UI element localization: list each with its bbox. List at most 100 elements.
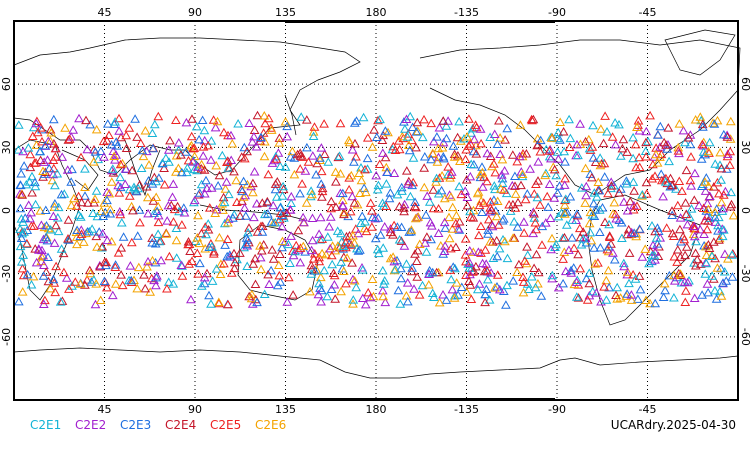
coastlines: [13, 29, 741, 379]
observation-marker: [517, 171, 528, 181]
observation-marker: [365, 198, 376, 207]
observation-marker: [529, 189, 540, 198]
observation-marker: [246, 293, 257, 303]
observation-marker: [573, 150, 583, 160]
observation-marker: [564, 245, 574, 254]
observation-marker: [356, 218, 366, 227]
observation-marker: [441, 295, 452, 304]
observation-marker: [50, 152, 61, 161]
observation-marker: [669, 276, 680, 285]
observation-marker: [477, 258, 488, 268]
observation-marker: [51, 261, 61, 271]
observation-marker: [707, 271, 717, 280]
observation-marker: [115, 159, 126, 169]
observation-marker: [199, 188, 210, 198]
observation-marker: [685, 175, 696, 185]
observation-marker: [380, 152, 391, 162]
observation-marker: [713, 226, 723, 235]
observation-marker: [98, 211, 109, 220]
observation-marker: [227, 138, 238, 148]
observation-marker: [260, 136, 270, 146]
observation-marker: [499, 165, 510, 175]
right-latitude-label: -30: [739, 265, 750, 283]
observation-marker: [192, 232, 203, 242]
observation-marker: [465, 269, 475, 279]
observation-marker: [479, 172, 489, 181]
observation-marker: [159, 163, 169, 172]
observation-marker: [60, 123, 70, 132]
observation-marker: [420, 238, 430, 247]
observation-marker: [660, 285, 670, 295]
observation-marker: [48, 211, 59, 220]
observation-marker: [424, 197, 435, 206]
observation-marker: [404, 145, 415, 155]
observation-marker: [133, 183, 144, 193]
observation-marker: [700, 186, 711, 195]
observation-marker: [337, 188, 348, 198]
observation-marker: [390, 145, 401, 154]
observation-marker: [238, 176, 249, 186]
observation-marker: [343, 135, 354, 145]
observation-marker: [167, 192, 178, 201]
observation-marker: [434, 122, 445, 132]
observation-marker: [109, 151, 120, 160]
observation-marker: [360, 216, 370, 226]
observation-marker: [168, 179, 179, 188]
observation-marker: [557, 233, 568, 242]
observation-marker: [295, 148, 306, 157]
observation-marker: [72, 225, 82, 234]
observation-marker: [252, 227, 263, 236]
observation-marker: [274, 138, 285, 147]
observation-marker: [129, 182, 139, 191]
observation-marker: [618, 258, 629, 268]
observation-marker: [559, 180, 570, 189]
observation-marker: [397, 186, 407, 195]
observation-marker: [115, 172, 126, 182]
observation-marker: [237, 186, 248, 196]
observation-marker: [277, 191, 288, 200]
observation-marker: [405, 111, 416, 121]
observation-marker: [667, 206, 677, 215]
observation-marker: [171, 235, 182, 245]
observation-marker: [675, 269, 686, 278]
observation-marker: [120, 179, 131, 188]
observation-marker: [334, 151, 345, 160]
observation-marker: [357, 265, 368, 274]
observation-marker: [492, 196, 503, 205]
observation-marker: [480, 245, 491, 254]
observation-marker: [31, 257, 42, 267]
observation-marker: [634, 162, 645, 171]
observation-marker: [403, 179, 413, 188]
observation-marker: [80, 191, 90, 200]
observation-marker: [629, 186, 639, 195]
observation-marker: [313, 289, 324, 299]
observation-marker: [277, 236, 288, 246]
observation-marker: [716, 163, 727, 173]
observation-marker: [297, 179, 307, 188]
observation-marker: [540, 170, 550, 180]
observation-marker: [367, 212, 378, 222]
observation-marker: [394, 136, 404, 145]
observation-marker: [600, 217, 610, 226]
observation-marker: [270, 151, 281, 161]
observation-marker: [248, 178, 258, 188]
observation-marker: [519, 256, 530, 265]
observation-marker: [292, 149, 303, 159]
observation-marker: [120, 164, 131, 173]
observation-marker: [495, 149, 506, 158]
observation-marker: [38, 234, 49, 244]
observation-marker: [164, 251, 175, 261]
observation-marker: [438, 116, 449, 125]
observation-marker: [58, 248, 69, 258]
observation-marker: [325, 243, 336, 253]
observation-marker: [545, 213, 556, 222]
observation-marker: [667, 210, 678, 219]
bottom-longitude-label: -90: [548, 403, 566, 416]
observation-marker: [399, 203, 409, 212]
observation-marker: [274, 133, 285, 142]
observation-marker: [247, 137, 258, 146]
observation-marker: [316, 179, 327, 188]
observation-marker: [478, 198, 489, 207]
observation-marker: [690, 114, 701, 124]
observation-marker: [464, 276, 474, 285]
